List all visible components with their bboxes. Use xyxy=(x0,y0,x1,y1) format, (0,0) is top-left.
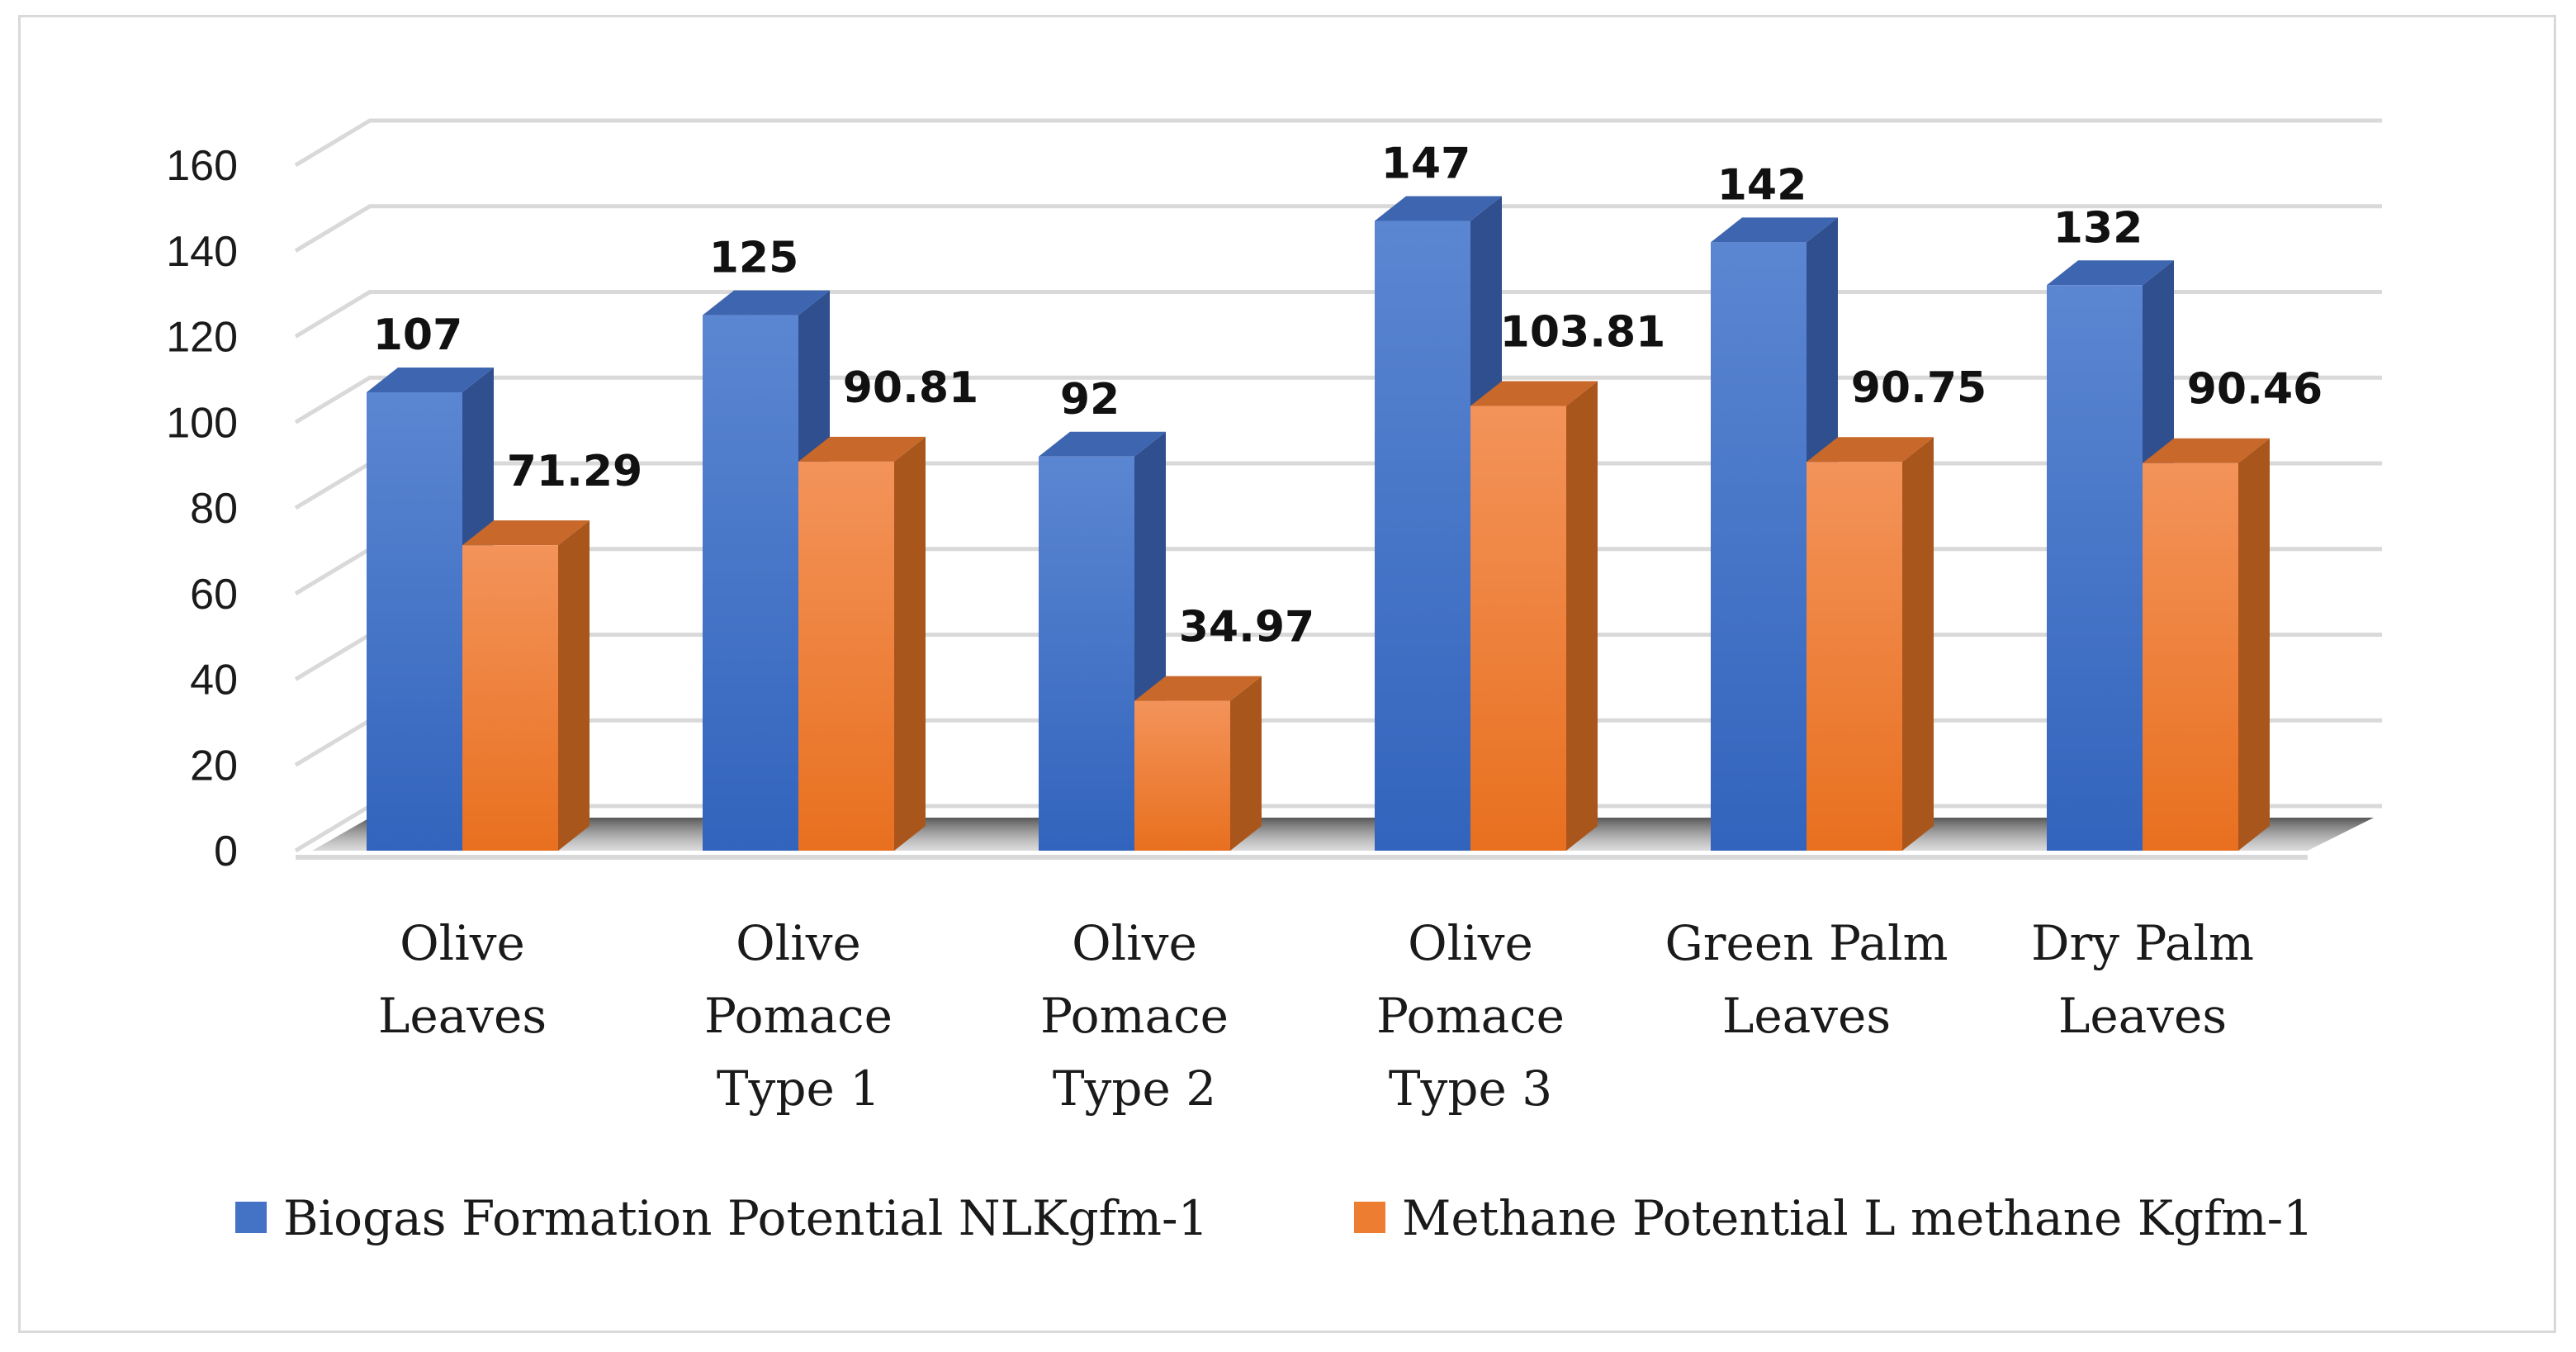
bar-top xyxy=(1039,431,1166,457)
x-category-label: Dry Palm Leaves xyxy=(2031,915,2254,1044)
data-label: 34.97 xyxy=(1179,603,1314,652)
bar-top xyxy=(2047,260,2174,286)
bar-methane xyxy=(1134,676,1262,851)
x-category-label: Olive Pomace Type 2 xyxy=(1040,915,1229,1117)
y-tick-label: 60 xyxy=(190,571,238,619)
bar-front xyxy=(1711,242,1807,851)
data-label: 90.81 xyxy=(843,363,978,413)
x-category-label: Olive Leaves xyxy=(378,915,547,1044)
bar-methane xyxy=(1807,437,1934,851)
data-label: 107 xyxy=(373,311,463,360)
bar-front xyxy=(2047,285,2143,851)
y-tick-label: 0 xyxy=(214,828,238,875)
bar-side xyxy=(894,436,926,851)
data-label: 125 xyxy=(709,234,799,283)
bar-front xyxy=(1039,456,1134,851)
bar-front xyxy=(1470,406,1566,852)
data-label: 92 xyxy=(1060,375,1120,425)
bar-top xyxy=(1711,217,1838,243)
legend-item-biogas: Biogas Formation Potential NLKgfm-1 xyxy=(235,1190,1209,1246)
data-label: 132 xyxy=(2053,203,2143,253)
x-category-label: Green Palm Leaves xyxy=(1664,915,1948,1044)
legend-label: Biogas Formation Potential NLKgfm-1 xyxy=(283,1190,1209,1246)
bar-side xyxy=(2238,438,2270,851)
x-category-label: Olive Pomace Type 1 xyxy=(704,915,893,1117)
data-label: 142 xyxy=(1717,160,1807,210)
y-tick-label: 20 xyxy=(190,742,238,790)
y-tick-label: 40 xyxy=(190,657,238,704)
x-axis: Olive Leaves Olive Pomace Type 1 Olive Pomace T… xyxy=(378,915,2254,1117)
data-label: 147 xyxy=(1381,139,1471,188)
bar-top xyxy=(462,520,590,546)
data-label: 90.75 xyxy=(1851,363,1986,413)
gridline xyxy=(294,204,2382,253)
bar-top xyxy=(367,367,494,392)
bar-front xyxy=(462,545,558,851)
bar-top xyxy=(1375,196,1502,221)
bar-top xyxy=(1470,381,1598,406)
bar-top xyxy=(798,436,926,462)
bar-front xyxy=(367,391,462,851)
bar-top xyxy=(2143,438,2270,463)
bar-top xyxy=(703,290,830,315)
y-axis: 0 20 40 60 80 100 120 140 160 xyxy=(166,142,238,875)
y-tick-label: 140 xyxy=(166,228,238,276)
bar-front xyxy=(1134,700,1230,851)
y-tick-label: 100 xyxy=(166,399,238,447)
bar-top xyxy=(1807,437,1934,463)
bar-top xyxy=(1134,676,1262,701)
data-label: 71.29 xyxy=(507,447,642,496)
bar-front xyxy=(2143,463,2238,851)
legend-label: Methane Potential L methane Kgfm-1 xyxy=(1402,1190,2313,1246)
legend-swatch xyxy=(235,1202,267,1233)
bar-front xyxy=(1807,462,1902,851)
legend-item-methane: Methane Potential L methane Kgfm-1 xyxy=(1354,1190,2313,1246)
bar-methane xyxy=(798,436,926,851)
gridline xyxy=(294,118,2382,168)
legend-swatch xyxy=(1354,1202,1385,1233)
bar-front xyxy=(1375,221,1470,851)
y-tick-label: 80 xyxy=(190,485,238,533)
data-label: 103.81 xyxy=(1500,307,1666,357)
bar-side xyxy=(1566,381,1598,852)
data-label: 90.46 xyxy=(2187,365,2323,415)
bar-side xyxy=(1902,437,1934,851)
bar-front xyxy=(703,315,798,851)
legend: Biogas Formation Potential NLKgfm-1 Metha… xyxy=(235,1190,2313,1246)
data-labels: 107 71.29 125 90.81 92 34.97 147 103.81 142 90.75… xyxy=(373,139,2323,652)
x-category-label: Olive Pomace Type 3 xyxy=(1376,915,1565,1117)
y-tick-label: 120 xyxy=(166,314,238,362)
bar-side xyxy=(1230,676,1262,851)
y-tick-label: 160 xyxy=(166,142,238,190)
bar-side xyxy=(558,520,590,851)
bars xyxy=(367,196,2270,852)
bar-front xyxy=(798,461,894,851)
bar-methane xyxy=(462,520,590,851)
bar-methane xyxy=(2143,438,2270,851)
bar-methane xyxy=(1470,381,1598,852)
